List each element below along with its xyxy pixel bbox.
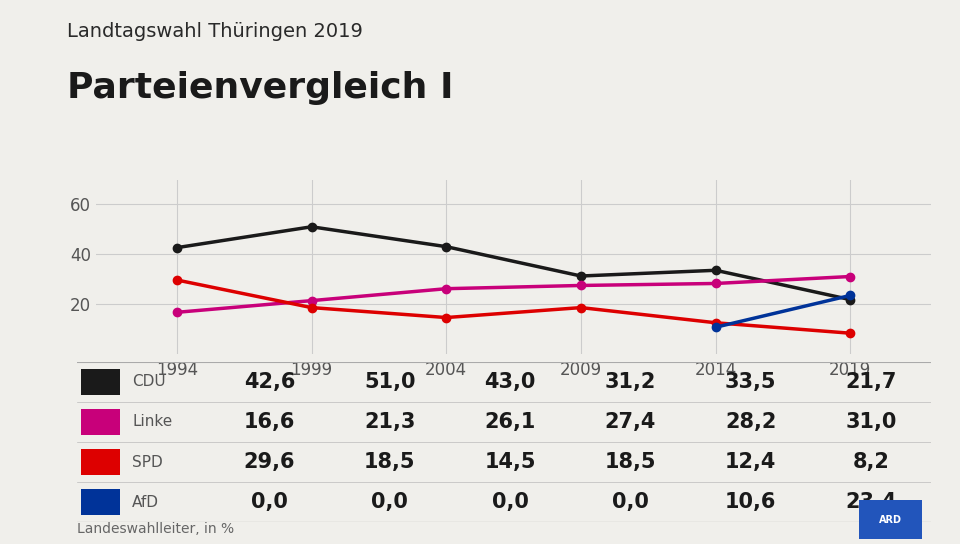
Text: Landtagswahl Thüringen 2019: Landtagswahl Thüringen 2019	[67, 22, 363, 41]
Text: 18,5: 18,5	[364, 452, 416, 472]
Text: 29,6: 29,6	[244, 452, 295, 472]
Text: 43,0: 43,0	[485, 372, 536, 392]
Text: SPD: SPD	[132, 455, 163, 469]
Text: Landeswahlleiter, in %: Landeswahlleiter, in %	[77, 522, 234, 536]
Text: 14,5: 14,5	[484, 452, 536, 472]
Text: 26,1: 26,1	[485, 412, 536, 432]
Text: AfD: AfD	[132, 494, 159, 510]
Bar	[81, 369, 120, 395]
Text: 31,2: 31,2	[605, 372, 656, 392]
Text: 21,7: 21,7	[846, 372, 897, 392]
Text: 51,0: 51,0	[364, 372, 416, 392]
Text: 23,4: 23,4	[846, 492, 897, 512]
Text: Parteienvergleich I: Parteienvergleich I	[67, 71, 454, 105]
Text: 0,0: 0,0	[492, 492, 529, 512]
Text: 31,0: 31,0	[846, 412, 897, 432]
FancyBboxPatch shape	[856, 498, 924, 541]
Bar	[81, 409, 120, 435]
Text: 8,2: 8,2	[852, 452, 890, 472]
Text: 33,5: 33,5	[725, 372, 777, 392]
Text: ARD: ARD	[879, 515, 901, 524]
Text: 28,2: 28,2	[725, 412, 777, 432]
Text: CDU: CDU	[132, 374, 166, 390]
Text: 16,6: 16,6	[244, 412, 295, 432]
Text: 18,5: 18,5	[605, 452, 656, 472]
Text: 27,4: 27,4	[605, 412, 656, 432]
Text: 0,0: 0,0	[251, 492, 288, 512]
Text: 42,6: 42,6	[244, 372, 295, 392]
Text: 12,4: 12,4	[725, 452, 777, 472]
Text: 0,0: 0,0	[612, 492, 649, 512]
Text: 21,3: 21,3	[364, 412, 416, 432]
Text: 10,6: 10,6	[725, 492, 777, 512]
Bar	[81, 449, 120, 475]
Bar	[81, 489, 120, 515]
Text: 0,0: 0,0	[372, 492, 408, 512]
Text: Linke: Linke	[132, 415, 173, 429]
